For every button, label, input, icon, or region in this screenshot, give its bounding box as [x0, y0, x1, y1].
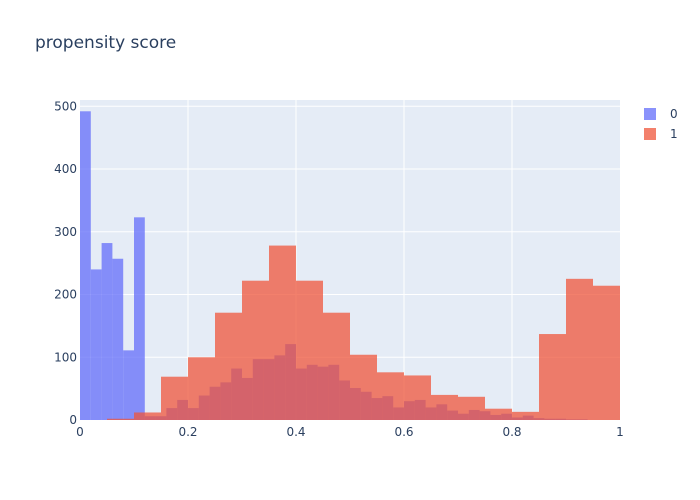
legend-swatch: [644, 108, 656, 120]
bar-series-1: [323, 312, 350, 420]
bar-series-1: [188, 357, 215, 420]
y-tick-label: 0: [69, 413, 77, 427]
bar-series-1: [296, 280, 323, 420]
x-tick-label: 0.8: [502, 425, 521, 439]
legend-item-0[interactable]: 0: [644, 107, 678, 121]
chart-title: propensity score: [35, 33, 177, 53]
bar-series-0: [134, 217, 145, 420]
bar-series-1: [134, 412, 161, 420]
x-axis: 0 0.2 0.4 0.6 0.8 1: [76, 425, 624, 439]
bar-series-0: [101, 243, 113, 420]
x-tick-label: 0.2: [178, 425, 197, 439]
bar-series-1: [512, 411, 539, 420]
legend-label: 0: [670, 107, 678, 121]
bar-series-1: [215, 312, 242, 420]
legend-swatch: [644, 128, 656, 140]
bar-series-1: [377, 372, 404, 420]
y-tick-label: 100: [54, 350, 77, 364]
y-tick-label: 200: [54, 288, 77, 302]
bar-series-1: [593, 285, 620, 420]
y-tick-label: 300: [54, 225, 77, 239]
bar-series-0: [90, 269, 102, 420]
bar-series-1: [350, 354, 377, 420]
bar-series-1: [458, 396, 485, 420]
bar-series-0: [123, 350, 134, 420]
bar-series-0: [80, 111, 91, 420]
x-tick-label: 0.6: [394, 425, 413, 439]
bar-series-1: [161, 376, 188, 420]
x-tick-label: 0.4: [286, 425, 305, 439]
legend-item-1[interactable]: 1: [644, 127, 678, 141]
bar-series-1: [269, 245, 296, 420]
y-tick-label: 500: [54, 99, 77, 113]
bar-series-1: [431, 394, 458, 420]
bar-series-1: [566, 278, 593, 420]
legend: 01: [644, 107, 678, 141]
bar-series-1: [539, 334, 566, 420]
y-tick-label: 400: [54, 162, 77, 176]
bar-series-1: [485, 408, 512, 420]
legend-label: 1: [670, 127, 678, 141]
x-tick-label: 0: [76, 425, 84, 439]
bars-layer: [80, 111, 620, 420]
y-axis: 0 100 200 300 400 500: [54, 99, 77, 427]
x-tick-label: 1: [616, 425, 624, 439]
bar-series-1: [107, 418, 134, 420]
bar-series-0: [112, 258, 124, 420]
bar-series-1: [242, 280, 269, 420]
bar-series-1: [404, 375, 431, 420]
